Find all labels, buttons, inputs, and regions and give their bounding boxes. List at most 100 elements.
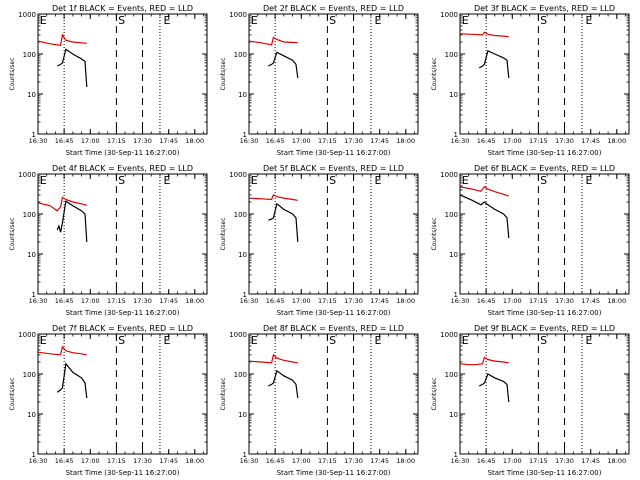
y-tick-label: 1: [32, 451, 36, 459]
x-tick-label: 17:15: [529, 457, 548, 465]
detector-panel: Det 4f BLACK = Events, RED = LLD Counts/s…: [9, 164, 208, 317]
x-tick-label: 17:00: [81, 457, 100, 465]
event-marker: S: [540, 174, 547, 187]
x-tick-label: 18:00: [185, 137, 204, 145]
y-axis-label: Counts/sec: [220, 57, 227, 90]
x-tick-label: 17:30: [133, 137, 152, 145]
series-line: [268, 202, 299, 243]
x-axis-label: Start Time (30-Sep-11 16:27:00): [277, 309, 391, 317]
plot-frame: [248, 333, 419, 455]
series-line: [56, 362, 88, 399]
x-tick-label: 17:45: [581, 137, 600, 145]
y-tick-label: 100: [445, 211, 458, 219]
series-line: [478, 373, 510, 403]
y-tick-label: 1000: [18, 11, 36, 19]
event-marker: S: [118, 334, 125, 347]
event-marker: E: [251, 174, 258, 187]
event-marker: S: [540, 14, 547, 27]
x-tick-label: 18:00: [396, 297, 415, 305]
y-tick-label: 10: [27, 91, 36, 99]
panel-title: Det 4f BLACK = Events, RED = LLD: [52, 164, 193, 173]
x-tick-label: 16:45: [477, 457, 496, 465]
x-tick-label: 17:15: [107, 297, 126, 305]
x-tick-label: 17:15: [318, 457, 337, 465]
plot-frame: [37, 13, 208, 135]
y-tick-label: 10: [238, 251, 247, 259]
x-axis-label: Start Time (30-Sep-11 16:27:00): [277, 469, 391, 477]
x-tick-label: 17:45: [159, 137, 178, 145]
x-tick-label: 16:45: [477, 137, 496, 145]
event-marker: E: [163, 334, 170, 347]
x-tick-label: 18:00: [607, 297, 626, 305]
event-marker: E: [585, 14, 592, 27]
detector-panel: Det 8f BLACK = Events, RED = LLD Counts/s…: [220, 324, 419, 477]
x-tick-label: 17:00: [292, 297, 311, 305]
x-tick-label: 16:30: [451, 137, 470, 145]
x-tick-label: 16:30: [451, 297, 470, 305]
y-tick-label: 100: [23, 371, 36, 379]
x-tick-label: 17:15: [529, 137, 548, 145]
x-tick-label: 18:00: [185, 457, 204, 465]
y-tick-label: 100: [23, 51, 36, 59]
y-tick-label: 1000: [18, 331, 36, 339]
event-marker: S: [118, 14, 125, 27]
y-axis-label: Counts/sec: [220, 217, 227, 250]
y-tick-label: 100: [23, 211, 36, 219]
series-line: [459, 185, 509, 197]
panel-title: Det 3f BLACK = Events, RED = LLD: [474, 4, 615, 13]
panel-title: Det 6f BLACK = Events, RED = LLD: [474, 164, 615, 173]
x-axis-label: Start Time (30-Sep-11 16:27:00): [66, 469, 180, 477]
detector-panel: Det 6f BLACK = Events, RED = LLD Counts/s…: [431, 164, 630, 317]
detector-panel: Det 9f BLACK = Events, RED = LLD Counts/s…: [431, 324, 630, 477]
y-tick-label: 100: [234, 211, 247, 219]
series-line: [37, 345, 87, 356]
series-line: [56, 48, 88, 88]
event-marker: E: [40, 174, 47, 187]
x-tick-label: 16:30: [240, 137, 259, 145]
detector-panel: Det 1f BLACK = Events, RED = LLD Counts/s…: [9, 4, 208, 157]
x-tick-label: 17:00: [503, 137, 522, 145]
event-marker: E: [374, 334, 381, 347]
x-tick-label: 18:00: [607, 457, 626, 465]
x-tick-label: 17:45: [370, 457, 389, 465]
plot-frame: [37, 173, 208, 295]
detector-panel: Det 2f BLACK = Events, RED = LLD Counts/s…: [220, 4, 419, 157]
x-tick-label: 18:00: [607, 137, 626, 145]
series-line: [248, 194, 298, 201]
y-axis-label: Counts/sec: [9, 57, 16, 90]
y-tick-label: 10: [238, 411, 247, 419]
detector-panel: Det 3f BLACK = Events, RED = LLD Counts/s…: [431, 4, 630, 157]
event-marker: S: [329, 174, 336, 187]
plot-frame: [248, 13, 419, 135]
x-tick-label: 17:30: [133, 297, 152, 305]
y-tick-label: 10: [449, 251, 458, 259]
x-tick-label: 16:30: [240, 457, 259, 465]
event-marker: S: [329, 14, 336, 27]
event-marker: S: [329, 334, 336, 347]
detector-panel: Det 7f BLACK = Events, RED = LLD Counts/s…: [9, 324, 208, 477]
series-line: [37, 33, 87, 46]
series-line: [267, 51, 299, 79]
y-tick-label: 1: [243, 451, 247, 459]
y-tick-label: 1000: [229, 171, 247, 179]
x-tick-label: 17:00: [81, 297, 100, 305]
x-tick-label: 17:00: [503, 457, 522, 465]
y-tick-label: 1000: [229, 11, 247, 19]
x-tick-label: 17:45: [159, 297, 178, 305]
event-marker: E: [462, 334, 469, 347]
x-tick-label: 18:00: [396, 137, 415, 145]
y-axis-label: Counts/sec: [9, 217, 16, 250]
x-tick-label: 17:15: [318, 297, 337, 305]
x-tick-label: 18:00: [396, 457, 415, 465]
y-tick-label: 100: [234, 51, 247, 59]
y-tick-label: 10: [449, 411, 458, 419]
panel-title: Det 2f BLACK = Events, RED = LLD: [263, 4, 404, 13]
x-tick-label: 17:30: [344, 457, 363, 465]
x-tick-label: 16:30: [451, 457, 470, 465]
y-tick-label: 1: [454, 451, 458, 459]
x-tick-label: 17:45: [581, 457, 600, 465]
series-line: [248, 36, 298, 46]
x-tick-label: 17:45: [159, 457, 178, 465]
series-line: [459, 194, 510, 239]
